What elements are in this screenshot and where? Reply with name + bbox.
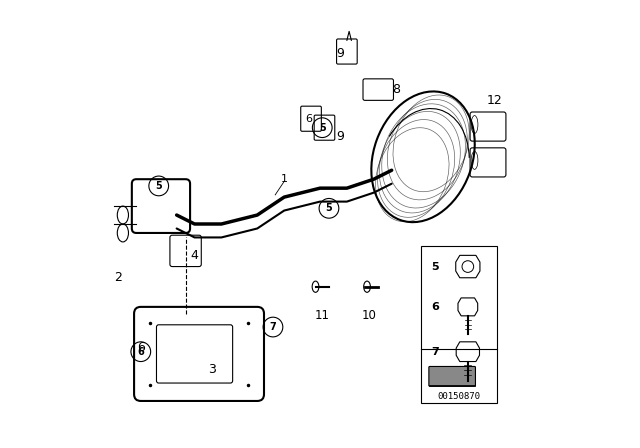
Text: 6: 6 <box>137 340 145 354</box>
Text: 00150870: 00150870 <box>437 392 481 401</box>
Text: 7: 7 <box>269 322 276 332</box>
Text: 10: 10 <box>362 309 377 323</box>
Text: 3: 3 <box>209 363 216 376</box>
Text: 5: 5 <box>326 203 332 213</box>
Text: 5: 5 <box>431 262 439 271</box>
Text: 4: 4 <box>191 249 198 262</box>
Text: 6: 6 <box>138 347 144 357</box>
Text: 6: 6 <box>431 302 439 312</box>
Text: 6: 6 <box>305 114 312 124</box>
Text: 9: 9 <box>336 47 344 60</box>
Text: 11: 11 <box>315 309 330 323</box>
Text: 2: 2 <box>115 271 122 284</box>
Text: 5: 5 <box>156 181 162 191</box>
Text: 9: 9 <box>336 130 344 143</box>
Bar <box>421 246 497 403</box>
Text: 5: 5 <box>319 123 326 133</box>
Text: 1: 1 <box>281 174 287 184</box>
Text: 8: 8 <box>392 83 400 96</box>
Text: 12: 12 <box>487 94 502 108</box>
Text: 7: 7 <box>431 347 439 357</box>
FancyBboxPatch shape <box>429 366 476 386</box>
